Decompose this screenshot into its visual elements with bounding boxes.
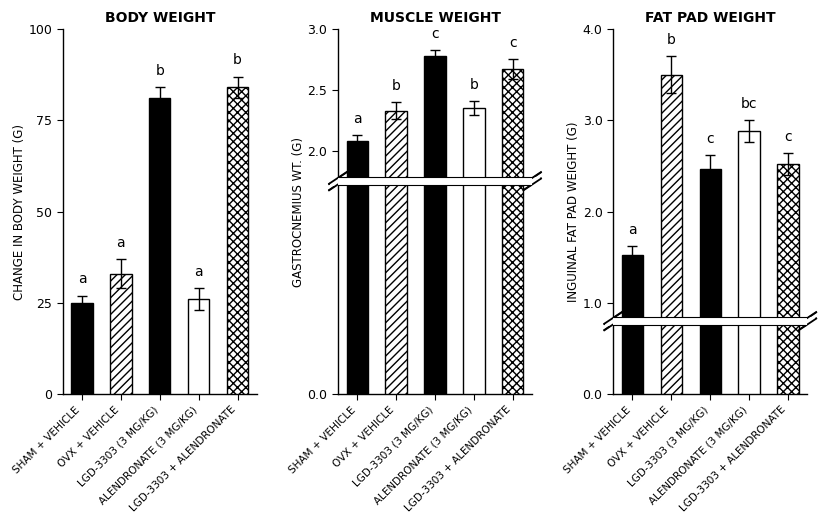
Text: a: a xyxy=(117,236,125,250)
Bar xyxy=(71,303,93,394)
Text: c: c xyxy=(431,27,439,40)
Title: FAT PAD WEIGHT: FAT PAD WEIGHT xyxy=(645,11,776,25)
Bar xyxy=(463,108,485,394)
Bar xyxy=(739,131,760,394)
Text: b: b xyxy=(470,78,478,92)
Bar xyxy=(110,274,131,394)
Text: a: a xyxy=(194,265,203,279)
Text: b: b xyxy=(233,54,242,67)
Text: bc: bc xyxy=(741,97,758,111)
Y-axis label: GASTROCNEMIUS WT. (G): GASTROCNEMIUS WT. (G) xyxy=(292,136,304,287)
Bar xyxy=(622,256,643,394)
Bar xyxy=(188,299,209,394)
Bar xyxy=(424,56,446,394)
Text: a: a xyxy=(78,272,86,287)
Bar xyxy=(385,111,407,394)
Bar xyxy=(605,317,815,326)
Text: b: b xyxy=(392,79,400,93)
Bar xyxy=(700,169,721,394)
Bar xyxy=(613,317,807,325)
Bar xyxy=(347,141,368,394)
Bar xyxy=(502,69,523,394)
Text: a: a xyxy=(353,112,361,126)
Y-axis label: CHANGE IN BODY WEIGHT (G): CHANGE IN BODY WEIGHT (G) xyxy=(12,124,26,300)
Text: c: c xyxy=(509,36,517,50)
Text: c: c xyxy=(706,132,714,146)
Title: MUSCLE WEIGHT: MUSCLE WEIGHT xyxy=(370,11,500,25)
Bar xyxy=(337,177,533,185)
Text: c: c xyxy=(784,130,791,144)
Bar xyxy=(330,177,540,186)
Text: b: b xyxy=(155,65,165,78)
Text: b: b xyxy=(667,33,676,47)
Bar xyxy=(661,75,682,394)
Bar xyxy=(149,99,170,394)
Bar xyxy=(777,164,799,394)
Bar xyxy=(227,88,248,394)
Y-axis label: INGUINAL FAT PAD WEIGHT (G): INGUINAL FAT PAD WEIGHT (G) xyxy=(566,121,580,302)
Text: a: a xyxy=(629,223,637,237)
Title: BODY WEIGHT: BODY WEIGHT xyxy=(104,11,215,25)
